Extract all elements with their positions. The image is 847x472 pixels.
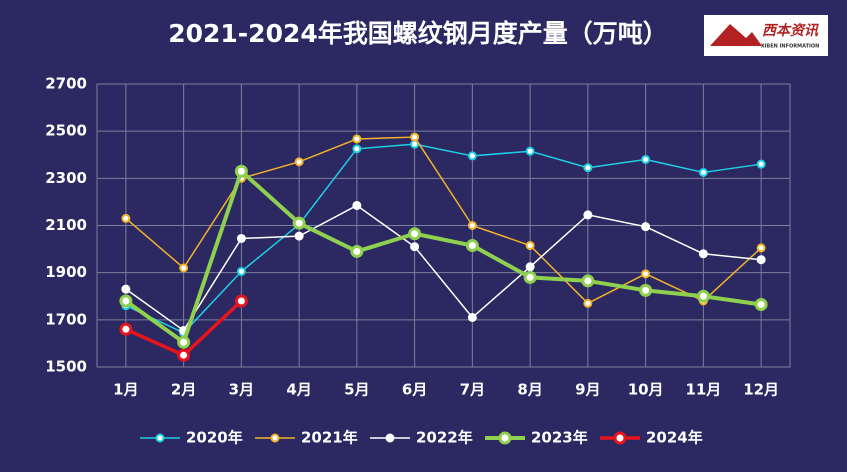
data-point <box>234 164 248 178</box>
legend-marker <box>498 431 512 445</box>
data-point <box>525 146 535 156</box>
legend-label: 2023年 <box>531 429 588 447</box>
data-point <box>177 335 191 349</box>
legend-marker <box>613 431 627 445</box>
y-tick-label: 2100 <box>45 216 87 234</box>
data-point <box>292 216 306 230</box>
legend-marker <box>270 433 280 443</box>
data-point <box>756 243 766 253</box>
data-point <box>525 262 535 272</box>
series-line <box>125 204 762 332</box>
legend-label: 2024年 <box>646 429 703 447</box>
data-point <box>523 270 537 284</box>
y-tick-label: 1500 <box>45 358 87 376</box>
data-point <box>177 348 191 362</box>
data-point <box>696 289 710 303</box>
data-point <box>756 159 766 169</box>
data-point <box>583 163 593 173</box>
data-point <box>583 298 593 308</box>
data-point <box>236 266 246 276</box>
data-point <box>234 294 248 308</box>
x-tick-label: 2月 <box>171 381 196 399</box>
data-point <box>641 269 651 279</box>
y-tick-label: 2500 <box>45 122 87 140</box>
logo-name: 西本资讯 <box>762 22 819 39</box>
data-point <box>408 227 422 241</box>
data-point <box>641 154 651 164</box>
logo: 西本资讯 XIBEN INFORMATION <box>704 15 828 56</box>
data-point <box>641 222 651 232</box>
y-tick-label: 2700 <box>45 75 87 93</box>
y-tick-label: 1900 <box>45 263 87 281</box>
data-point <box>352 134 362 144</box>
x-tick-label: 11月 <box>685 381 721 399</box>
data-point <box>754 298 768 312</box>
data-point <box>294 231 304 241</box>
data-point <box>525 241 535 251</box>
data-point <box>639 283 653 297</box>
x-tick-label: 8月 <box>517 381 542 399</box>
data-point <box>294 157 304 167</box>
x-tick-label: 7月 <box>460 381 485 399</box>
x-tick-label: 5月 <box>344 381 369 399</box>
y-tick-label: 2300 <box>45 169 87 187</box>
series-line <box>125 136 762 305</box>
x-tick-label: 3月 <box>229 381 254 399</box>
y-tick-label: 1700 <box>45 310 87 328</box>
chart-title: 2021-2024年我国螺纹钢月度产量（万吨） <box>168 19 668 48</box>
legend-marker <box>385 433 395 443</box>
data-point <box>352 144 362 154</box>
data-point <box>467 151 477 161</box>
series-line <box>125 143 762 334</box>
x-tick-label: 4月 <box>286 381 311 399</box>
data-point <box>179 263 189 273</box>
series-line <box>124 169 762 345</box>
data-point <box>121 284 131 294</box>
data-point <box>410 242 420 252</box>
logo-icon <box>710 24 762 46</box>
data-point <box>119 294 133 308</box>
logo-subtitle: XIBEN INFORMATION <box>761 44 820 50</box>
data-point <box>350 244 364 258</box>
x-tick-label: 12月 <box>743 381 779 399</box>
data-point <box>756 255 766 265</box>
x-tick-label: 1月 <box>113 381 138 399</box>
data-point <box>121 213 131 223</box>
data-point <box>583 210 593 220</box>
data-point <box>410 132 420 142</box>
legend-label: 2020年 <box>186 429 243 447</box>
data-point <box>467 312 477 322</box>
data-point <box>119 322 133 336</box>
data-point <box>698 249 708 259</box>
data-point <box>698 167 708 177</box>
data-point <box>236 233 246 243</box>
data-point <box>467 221 477 230</box>
data-point <box>352 200 362 210</box>
data-point <box>581 274 595 288</box>
legend-label: 2021年 <box>301 429 358 447</box>
data-point <box>465 239 479 253</box>
x-tick-label: 10月 <box>628 381 664 399</box>
legend-label: 2022年 <box>416 429 473 447</box>
x-tick-label: 6月 <box>402 381 427 399</box>
x-tick-label: 9月 <box>575 381 600 399</box>
legend-marker <box>155 433 165 443</box>
